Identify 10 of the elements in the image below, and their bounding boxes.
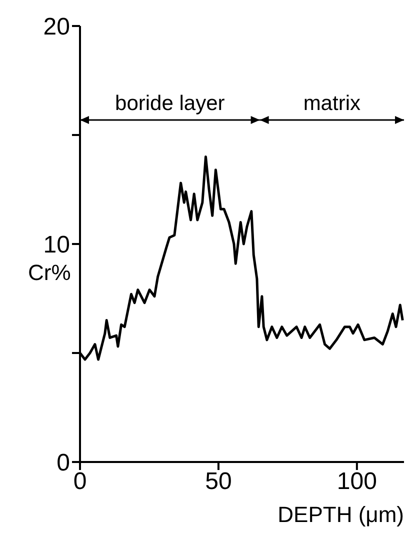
x-tick-label: 50 (205, 468, 232, 496)
y-tick-label: 20 (43, 14, 70, 41)
annotation: boride layer (115, 92, 225, 115)
x-axis-title: DEPTH (μm) (278, 502, 404, 527)
x-tick-label: 100 (336, 468, 377, 496)
annotation: matrix (303, 92, 361, 115)
y-tick-label: 0 (56, 450, 70, 477)
x-tick-label: 0 (73, 468, 87, 496)
y-tick-label: 10 (43, 232, 70, 259)
y-axis-title: Cr% (28, 260, 71, 285)
